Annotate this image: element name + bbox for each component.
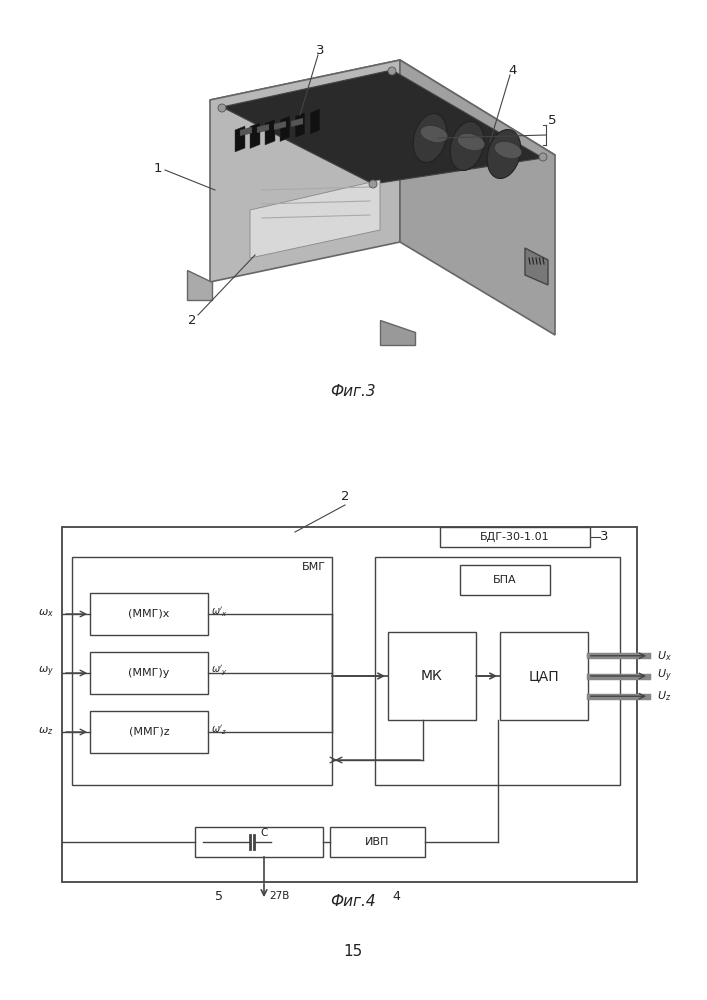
Polygon shape	[280, 115, 290, 141]
Text: C: C	[260, 828, 268, 838]
Text: 2: 2	[341, 490, 349, 503]
Polygon shape	[222, 70, 543, 184]
Polygon shape	[380, 320, 415, 345]
Ellipse shape	[457, 133, 485, 151]
Polygon shape	[210, 60, 555, 192]
Text: Фиг.3: Фиг.3	[330, 384, 376, 399]
Polygon shape	[400, 60, 555, 335]
Text: 1: 1	[153, 161, 162, 174]
Text: $\omega'_z$: $\omega'_z$	[211, 723, 228, 737]
Text: 3: 3	[316, 43, 325, 56]
Text: ЦАП: ЦАП	[529, 669, 559, 683]
Text: (ММГ)z: (ММГ)z	[129, 727, 169, 737]
Text: БПА: БПА	[493, 575, 517, 585]
Text: Фиг.4: Фиг.4	[330, 894, 376, 908]
Bar	[330, 827, 425, 857]
Text: 15: 15	[344, 944, 363, 960]
Text: 3: 3	[600, 530, 609, 544]
Text: $\omega_x$: $\omega_x$	[38, 607, 54, 619]
Text: (ММГ)x: (ММГ)x	[128, 609, 170, 619]
Text: 4: 4	[392, 890, 400, 902]
Text: (ММГ)y: (ММГ)y	[128, 668, 170, 678]
Text: $\omega'_x$: $\omega'_x$	[211, 605, 228, 619]
Text: $U_x$: $U_x$	[657, 649, 672, 663]
Circle shape	[539, 153, 547, 161]
Bar	[195, 827, 323, 857]
Ellipse shape	[421, 125, 448, 143]
Text: БМГ: БМГ	[302, 562, 326, 572]
Ellipse shape	[450, 121, 484, 171]
Circle shape	[369, 180, 377, 188]
Text: МК: МК	[421, 669, 443, 683]
Text: 5: 5	[215, 890, 223, 902]
Ellipse shape	[487, 129, 521, 179]
Bar	[62, 527, 637, 882]
Polygon shape	[274, 121, 286, 130]
Polygon shape	[187, 270, 212, 300]
Polygon shape	[525, 248, 548, 285]
Text: 5: 5	[548, 113, 556, 126]
Bar	[388, 632, 476, 720]
Text: 2: 2	[188, 314, 197, 326]
Polygon shape	[250, 180, 380, 258]
Polygon shape	[257, 124, 269, 133]
Text: $\omega_y$: $\omega_y$	[38, 665, 54, 679]
Circle shape	[388, 67, 396, 75]
Text: $U_z$: $U_z$	[657, 689, 672, 703]
Bar	[500, 632, 588, 720]
Ellipse shape	[494, 141, 522, 159]
Polygon shape	[265, 119, 275, 145]
Bar	[460, 565, 550, 595]
Ellipse shape	[414, 113, 447, 163]
Text: $\omega_z$: $\omega_z$	[38, 725, 54, 737]
Polygon shape	[310, 108, 320, 134]
Bar	[440, 527, 590, 547]
Polygon shape	[210, 60, 400, 282]
Bar	[90, 652, 208, 694]
Polygon shape	[250, 122, 260, 148]
Text: ИВП: ИВП	[366, 837, 390, 847]
Polygon shape	[240, 127, 252, 136]
Text: 27В: 27В	[269, 891, 289, 901]
Bar	[90, 711, 208, 753]
Text: БДГ-30-1.01: БДГ-30-1.01	[480, 532, 550, 542]
Polygon shape	[291, 118, 303, 127]
Polygon shape	[235, 126, 245, 152]
Text: $U_y$: $U_y$	[657, 668, 672, 684]
Circle shape	[218, 104, 226, 112]
Text: 4: 4	[509, 64, 518, 77]
Polygon shape	[295, 112, 305, 138]
Text: $\omega'_y$: $\omega'_y$	[211, 664, 228, 678]
Bar	[375, 557, 620, 785]
Bar	[90, 593, 208, 635]
Bar	[72, 557, 332, 785]
